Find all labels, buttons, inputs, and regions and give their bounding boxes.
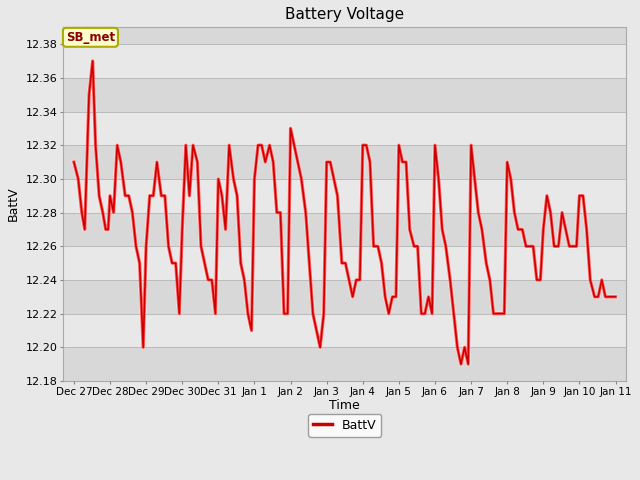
Bar xyxy=(63,145,627,179)
X-axis label: Time: Time xyxy=(330,399,360,412)
Bar xyxy=(63,280,627,313)
Bar xyxy=(63,313,627,348)
Bar xyxy=(63,111,627,145)
Bar xyxy=(63,246,627,280)
Bar xyxy=(63,213,627,246)
Text: SB_met: SB_met xyxy=(66,31,115,44)
Bar xyxy=(63,348,627,381)
Bar xyxy=(63,179,627,213)
Y-axis label: BattV: BattV xyxy=(7,187,20,221)
Legend: BattV: BattV xyxy=(308,414,381,437)
Title: Battery Voltage: Battery Voltage xyxy=(285,7,404,22)
Bar xyxy=(63,44,627,78)
Bar xyxy=(63,78,627,111)
